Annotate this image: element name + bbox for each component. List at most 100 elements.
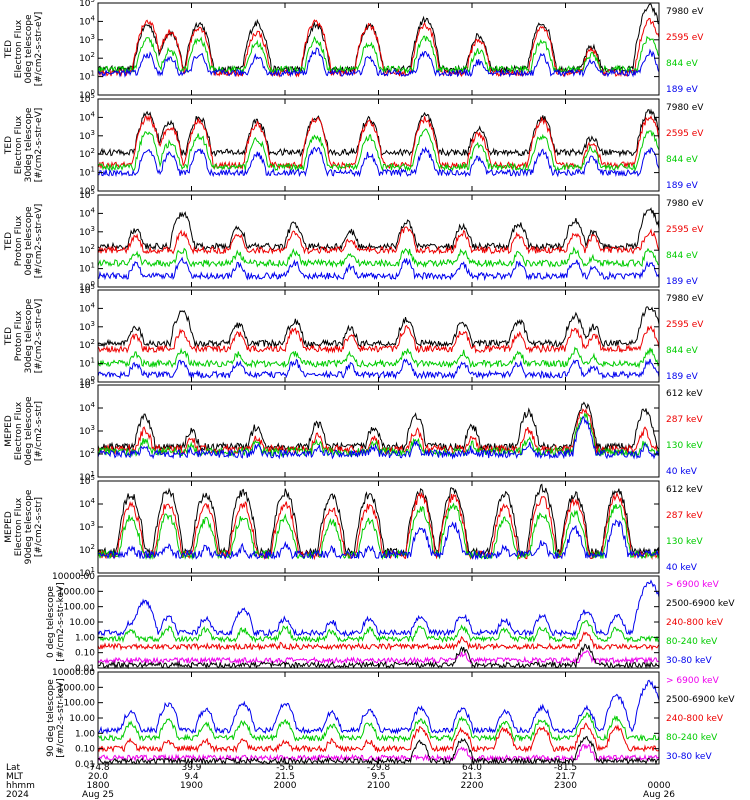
time-axis-tick-label: 20.0 <box>88 772 108 782</box>
legend-entry: 2500-6900 keV <box>666 695 735 705</box>
legend-entry: 844 eV <box>666 59 699 69</box>
legend-entry: 240-800 keV <box>666 714 724 724</box>
y-tick-label: 0.01 <box>75 664 95 674</box>
y-axis-label: [#/cm2-s-str-keV] <box>56 582 66 661</box>
legend-entry: 844 eV <box>666 346 699 356</box>
y-tick-label: 1000.00 <box>58 683 95 693</box>
series-189-ev <box>97 256 660 282</box>
series-30-80-kev <box>97 579 660 638</box>
y-tick-label: 104 <box>79 497 95 510</box>
series-80-240-kev <box>97 619 660 644</box>
y-axis-label: [#/cm2-s-str-eV] <box>34 12 44 87</box>
series-844-ev <box>97 246 660 268</box>
time-axis-row-label: MLT <box>6 772 24 782</box>
legend-entry: 612 keV <box>666 389 703 399</box>
panel-5: 101 102 103 104 105 MEPED Electron Flux 0deg te… <box>4 378 703 483</box>
y-axis-label: 0deg telescope <box>24 206 34 276</box>
y-tick-label: 103 <box>79 225 95 238</box>
series--6900-kev <box>97 743 660 763</box>
time-axis-tick-label: -81.5 <box>554 763 577 773</box>
legend-entry: 40 keV <box>666 467 698 477</box>
series-130-kev <box>97 412 660 458</box>
y-tick-label: 1000.00 <box>58 587 95 597</box>
y-axis-label: 30deg telescope <box>24 107 34 182</box>
legend-entry: 240-800 keV <box>666 618 724 628</box>
time-axis-tick-label: 2100 <box>367 781 390 791</box>
y-tick-label: 105 <box>79 283 95 296</box>
time-axis-row-label: Lat <box>6 763 21 773</box>
y-axis-label: [#/cm2-s-str-eV] <box>34 299 44 374</box>
y-tick-label: 100.00 <box>64 699 96 709</box>
y-tick-label: 10.00 <box>69 714 95 724</box>
series-2595-ev <box>97 324 660 354</box>
time-axis-tick-label: -74.8 <box>86 763 110 773</box>
time-axis-tick-label: 2200 <box>461 781 484 791</box>
y-axis-label: Proton Flux <box>14 215 24 266</box>
y-axis-label: 0deg telescope <box>24 396 34 466</box>
y-tick-label: 10000.00 <box>52 668 95 678</box>
y-axis-label: 0 deg telescope <box>46 586 56 658</box>
y-axis-label: TED <box>4 232 14 251</box>
y-tick-label: 100 <box>79 88 95 101</box>
y-axis-label: TED <box>4 327 14 346</box>
legend-entry: 30-80 keV <box>666 656 712 666</box>
y-tick-label: 101 <box>79 566 95 579</box>
legend-entry: 189 eV <box>666 372 699 382</box>
series-7980-ev <box>97 108 660 158</box>
legend-entry: 844 eV <box>666 251 699 261</box>
y-tick-label: 102 <box>79 543 95 556</box>
series-2595-ev <box>97 114 660 171</box>
y-axis-label: MEPED <box>4 511 14 543</box>
y-tick-label: 102 <box>79 243 95 256</box>
y-tick-label: 1.00 <box>75 633 95 643</box>
panel-frame <box>97 2 660 96</box>
legend-entry: 80-240 keV <box>666 733 718 743</box>
time-axis-tick-label: 1800 <box>87 781 110 791</box>
y-axis-label: [#/cm2-s-str] <box>34 497 44 557</box>
panel-frame <box>97 98 660 192</box>
series-7980-ev <box>97 3 660 75</box>
y-tick-label: 100 <box>79 184 95 197</box>
time-axis-tick-label: 9.4 <box>184 772 199 782</box>
legend-entry: 189 eV <box>666 85 699 95</box>
time-axis-tick-label: 64.0 <box>462 763 482 773</box>
series-189-ev <box>98 146 660 178</box>
legend-entry: 612 keV <box>666 485 703 495</box>
y-tick-label: 0.01 <box>75 760 95 770</box>
y-axis-label: [#/cm2-s-str-eV] <box>34 108 44 183</box>
legend-entry: > 6900 keV <box>666 580 720 590</box>
y-tick-label: 100 <box>79 375 95 388</box>
series-7980-ev <box>97 306 660 349</box>
panel-6: 101 102 103 104 105 MEPED Electron Flux 90deg t… <box>4 474 703 579</box>
legend-entry: 2595 eV <box>666 33 704 43</box>
y-tick-label: 104 <box>79 401 95 414</box>
y-tick-label: 1.00 <box>75 729 95 739</box>
y-tick-label: 100.00 <box>64 603 96 613</box>
y-tick-label: 0.10 <box>75 745 95 755</box>
time-axis-tick-label: 21.7 <box>555 772 575 782</box>
y-tick-label: 0.10 <box>75 649 95 659</box>
series-40-kev <box>97 416 660 460</box>
series--6900-kev <box>97 650 660 665</box>
series-240-800-kev <box>97 631 660 651</box>
y-axis-label: 30deg telescope <box>24 298 34 373</box>
panel-1: 100 101 102 103 104 105 TED Electron Flux 0deg t… <box>4 0 704 101</box>
y-tick-label: 102 <box>79 447 95 460</box>
panel-7: 0.01 0.10 1.00 10.00 100.00 1000.00 10000.00 0 … <box>46 572 735 674</box>
legend-entry: 30-80 keV <box>666 752 712 762</box>
legend-entry: 189 eV <box>666 181 699 191</box>
y-tick-label: 101 <box>79 470 95 483</box>
time-axis-tick-label: 9.5 <box>371 772 385 782</box>
legend-entry: 130 keV <box>666 441 703 451</box>
time-axis-tick-label: 21.5 <box>275 772 295 782</box>
y-axis-label: [#/cm2-s-str-keV] <box>56 678 66 757</box>
y-axis-label: [#/cm2-s-str-eV] <box>34 204 44 279</box>
y-tick-label: 10000.00 <box>52 572 95 582</box>
y-tick-label: 104 <box>79 14 95 27</box>
y-tick-label: 105 <box>79 0 95 9</box>
time-axis-tick-label: -5.6 <box>276 763 294 773</box>
series-40-kev <box>97 519 660 561</box>
y-tick-label: 102 <box>79 147 95 160</box>
series-189-ev <box>97 358 660 380</box>
